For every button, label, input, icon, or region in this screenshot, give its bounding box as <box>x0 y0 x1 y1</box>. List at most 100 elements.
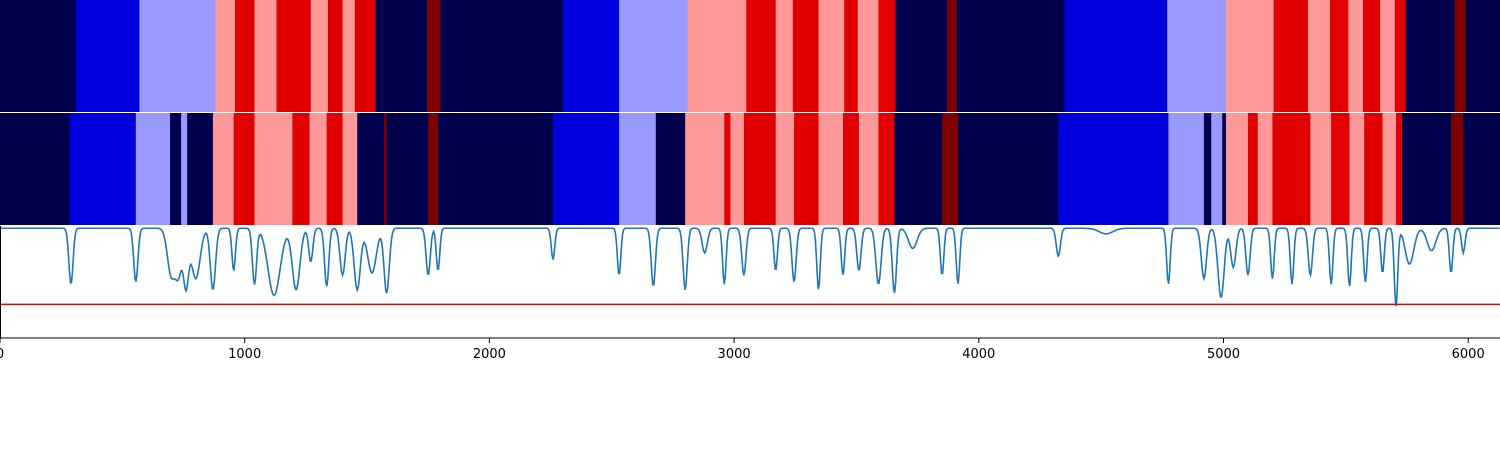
state-segment <box>212 113 235 225</box>
state-segment <box>685 113 725 225</box>
state-segment <box>438 113 554 225</box>
signal-line <box>0 227 1500 307</box>
state-segment <box>1225 0 1275 112</box>
state-segment <box>0 0 77 112</box>
state-segment <box>655 113 686 225</box>
state-segment <box>326 113 343 225</box>
state-segment <box>775 0 794 112</box>
state-segment <box>730 113 745 225</box>
state-segment <box>1362 0 1381 112</box>
state-segment <box>1396 113 1403 225</box>
state-segment <box>440 0 564 112</box>
state-segment <box>292 113 310 225</box>
state-segment <box>775 113 795 225</box>
x-tick-label: 4000 <box>962 347 995 362</box>
state-segment <box>1329 0 1349 112</box>
state-segment <box>139 0 216 112</box>
state-segment <box>342 0 356 112</box>
state-segment <box>357 113 385 225</box>
state-segment <box>857 0 879 112</box>
state-segment <box>1203 113 1212 225</box>
state-segment <box>1349 113 1365 225</box>
state-segment <box>354 0 377 112</box>
state-row-top <box>0 0 1500 112</box>
state-segment <box>69 113 137 225</box>
state-segment <box>844 0 859 112</box>
state-segment <box>135 113 171 225</box>
state-segment <box>254 0 277 112</box>
state-segment <box>619 0 689 112</box>
state-segment <box>1058 113 1169 225</box>
state-segment <box>309 113 328 225</box>
x-tick-label: 6000 <box>1452 347 1485 362</box>
x-tick-label: 1000 <box>228 347 261 362</box>
state-segment <box>1257 113 1273 225</box>
state-segment <box>427 0 441 112</box>
state-segment <box>842 113 860 225</box>
state-segment <box>1168 113 1205 225</box>
state-segment <box>1454 0 1467 112</box>
state-segment <box>0 113 71 225</box>
state-segment <box>327 0 343 112</box>
state-segment <box>310 0 329 112</box>
state-segment <box>1211 113 1223 225</box>
state-segment <box>1463 113 1500 225</box>
state-segment <box>895 0 948 112</box>
x-tick-label: 0 <box>0 347 4 362</box>
state-segment <box>1405 0 1456 112</box>
state-segment <box>957 113 1059 225</box>
state-segment <box>1331 113 1350 225</box>
state-segment <box>878 0 896 112</box>
state-segment <box>1273 0 1309 112</box>
state-segment <box>276 0 312 112</box>
state-segment <box>1394 0 1407 112</box>
state-segment <box>619 113 657 225</box>
state-segment <box>1307 0 1331 112</box>
state-segment <box>342 113 358 225</box>
x-tick-label: 3000 <box>718 347 751 362</box>
state-segment <box>894 113 943 225</box>
state-segment <box>234 0 255 112</box>
state-segment <box>942 113 959 225</box>
state-segment <box>1247 113 1259 225</box>
signal-panel <box>0 226 1500 339</box>
state-segment <box>858 113 879 225</box>
state-segment <box>384 113 388 225</box>
state-segment <box>1348 0 1364 112</box>
state-segment <box>553 113 620 225</box>
state-segment <box>375 0 428 112</box>
state-segment <box>1222 113 1227 225</box>
state-segment <box>187 113 214 225</box>
state-segment <box>1380 0 1396 112</box>
state-segment <box>1064 0 1168 112</box>
state-segment <box>181 113 188 225</box>
state-segment <box>818 113 844 225</box>
state-segment <box>428 113 439 225</box>
state-segment <box>724 113 731 225</box>
state-segment <box>170 113 182 225</box>
x-tick-label: 2000 <box>473 347 506 362</box>
state-segment <box>233 113 255 225</box>
state-segment <box>1402 113 1452 225</box>
state-segment <box>1465 0 1500 112</box>
state-segment <box>746 0 777 112</box>
state-row-middle <box>0 113 1500 225</box>
state-segment <box>794 113 819 225</box>
state-segment <box>1364 113 1383 225</box>
state-segment <box>75 0 140 112</box>
x-tick-label: 5000 <box>1207 347 1240 362</box>
state-segment <box>818 0 845 112</box>
state-segment <box>386 113 429 225</box>
state-segment <box>1451 113 1464 225</box>
state-segment <box>215 0 236 112</box>
state-segment <box>956 0 1065 112</box>
state-segment <box>562 0 620 112</box>
x-axis: 0 1000 2000 3000 4000 5000 6000 <box>0 338 1485 362</box>
state-segment <box>254 113 293 225</box>
state-segment <box>792 0 819 112</box>
state-segment <box>878 113 895 225</box>
state-segment <box>946 0 958 112</box>
state-segment <box>743 113 777 225</box>
